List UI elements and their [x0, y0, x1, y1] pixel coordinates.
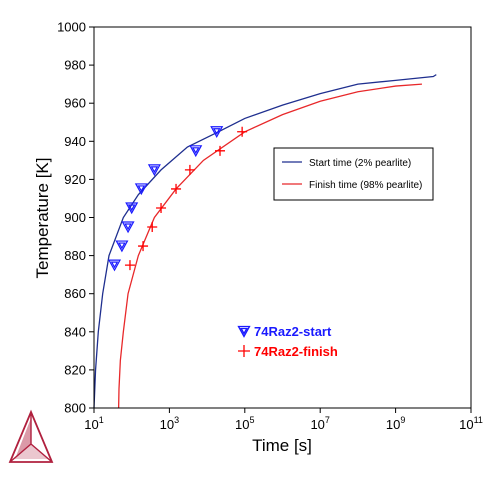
legend-label-finish: Finish time (98% pearlite)	[309, 180, 422, 191]
x-tick-label: 107	[310, 415, 329, 432]
y-tick-label: 800	[64, 401, 86, 416]
annotation-start-label: 74Raz2-start	[254, 324, 332, 339]
y-tick-label: 820	[64, 362, 86, 377]
finish-data-point	[184, 164, 195, 175]
x-tick-label: 101	[84, 415, 103, 432]
y-tick-label: 920	[64, 172, 86, 187]
x-tick-label: 109	[386, 415, 405, 432]
x-tick-exponent: 7	[325, 415, 330, 425]
x-tick-base: 10	[310, 417, 324, 432]
x-tick-base: 10	[386, 417, 400, 432]
finish-data-point	[237, 126, 248, 137]
x-axis-title: Time [s]	[252, 436, 312, 455]
finish-data-point	[156, 202, 167, 213]
x-tick-base: 10	[459, 417, 473, 432]
legend-box	[273, 147, 434, 201]
triangle-logo-icon	[8, 409, 54, 463]
y-tick-label: 960	[64, 96, 86, 111]
start-data-point	[125, 202, 139, 215]
finish-data-point	[215, 145, 226, 156]
x-tick-label: 1011	[459, 415, 483, 432]
finish-data-point	[147, 222, 158, 233]
finish-data-point	[138, 241, 149, 252]
start-data-point	[147, 164, 161, 177]
annotation-finish: 74Raz2-finish	[238, 344, 338, 359]
y-tick-label: 900	[64, 210, 86, 225]
start-data-point	[189, 145, 203, 158]
y-tick-label: 880	[64, 248, 86, 263]
annotation-start: 74Raz2-start	[237, 324, 332, 339]
x-tick-exponent: 5	[250, 415, 255, 425]
series-line-start-time	[93, 74, 437, 409]
y-tick-label: 980	[64, 58, 86, 73]
start-data-point	[115, 240, 129, 253]
start-data-point	[107, 259, 122, 272]
x-axis-ticks: 101 103 105 107 109 1011	[84, 408, 483, 432]
legend: Start time (2% pearlite) Finish time (98…	[273, 147, 434, 201]
annotation-finish-marker	[238, 345, 250, 357]
x-tick-base: 10	[160, 417, 174, 432]
y-tick-label: 1000	[57, 20, 86, 35]
y-tick-label: 860	[64, 286, 86, 301]
x-tick-base: 10	[84, 417, 98, 432]
x-tick-exponent: 9	[400, 415, 405, 425]
markers-layer	[107, 126, 248, 272]
annotation-start-marker	[237, 325, 251, 338]
x-tick-base: 10	[235, 417, 249, 432]
y-tick-label: 940	[64, 134, 86, 149]
legend-label-start: Start time (2% pearlite)	[309, 158, 411, 169]
finish-data-point	[171, 183, 182, 194]
annotation-finish-label: 74Raz2-finish	[254, 344, 338, 359]
start-data-point	[210, 126, 224, 139]
y-axis-title: Temperature [K]	[33, 158, 52, 279]
start-data-point	[121, 221, 135, 234]
x-tick-label: 105	[235, 415, 254, 432]
x-tick-exponent: 1	[99, 415, 104, 425]
y-axis-ticks: 800 820 840 860 880 900 920 940 960 980 1000	[57, 20, 94, 416]
x-tick-exponent: 3	[174, 415, 179, 425]
y-tick-label: 840	[64, 324, 86, 339]
x-tick-exponent: 11	[474, 415, 483, 425]
finish-data-point	[124, 260, 135, 271]
x-tick-label: 103	[160, 415, 179, 432]
start-data-point	[134, 183, 148, 196]
